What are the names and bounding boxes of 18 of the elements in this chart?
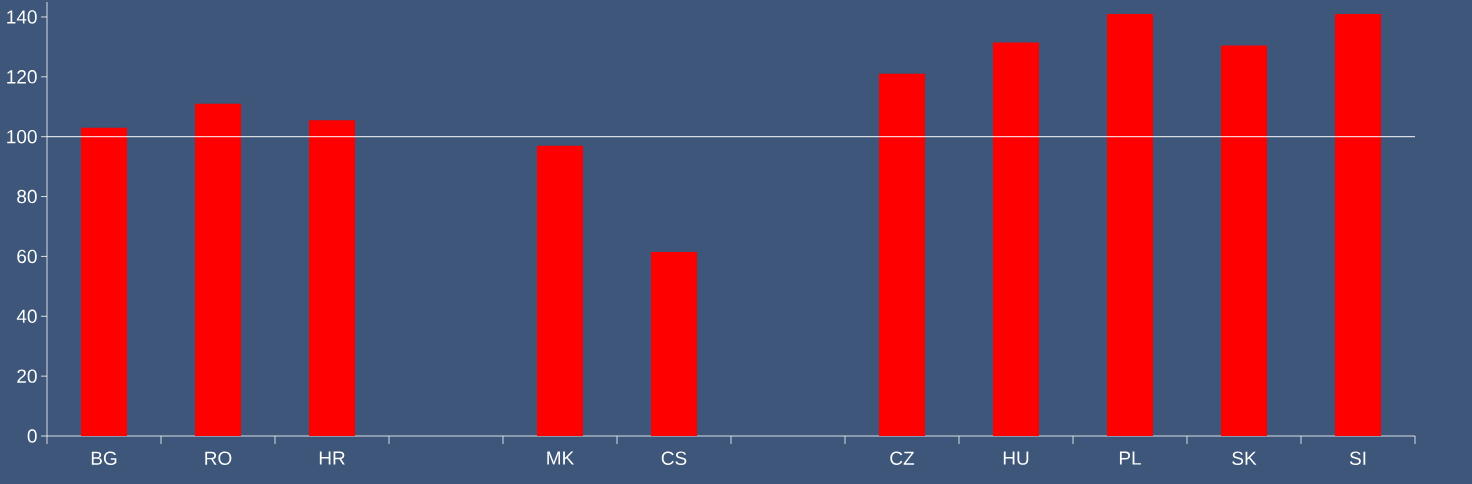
x-tick-label: CZ bbox=[890, 451, 915, 465]
x-tick-label: HU bbox=[1003, 451, 1029, 465]
x-tick-label: RO bbox=[205, 451, 232, 465]
x-tick-label: SI bbox=[1349, 451, 1366, 465]
x-tick-label: SK bbox=[1232, 451, 1257, 465]
y-tick-label: 100 bbox=[7, 129, 37, 144]
y-tick-label: 80 bbox=[17, 189, 37, 204]
y-tick-label: 140 bbox=[7, 10, 37, 24]
x-tick-label: HR bbox=[319, 451, 345, 465]
y-tick-label: 120 bbox=[7, 70, 37, 84]
y-tick-label: 40 bbox=[16, 309, 37, 324]
y-tick-label: 60 bbox=[17, 249, 37, 264]
y-tick-label: 0 bbox=[27, 429, 37, 443]
x-tick-label: PL bbox=[1119, 451, 1141, 465]
x-tick-label: BG bbox=[91, 451, 117, 465]
y-tick-label: 20 bbox=[17, 369, 37, 383]
x-tick-label: MK bbox=[547, 451, 575, 465]
x-tick-label: CS bbox=[661, 451, 687, 465]
